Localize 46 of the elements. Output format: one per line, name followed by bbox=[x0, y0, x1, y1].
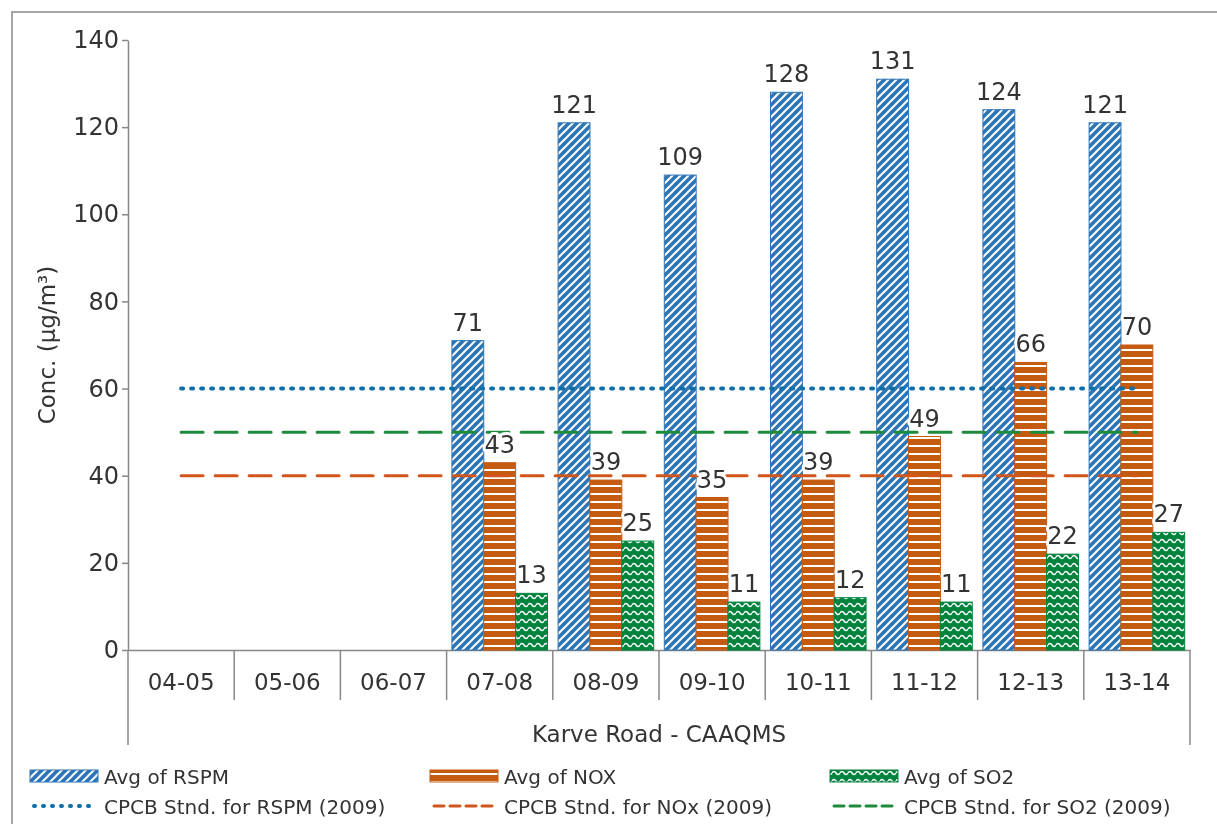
y-tick-label: 60 bbox=[88, 374, 119, 403]
legend-label: Avg of RSPM bbox=[104, 765, 229, 789]
data-label: 71 bbox=[452, 308, 484, 337]
data-label: 39 bbox=[590, 448, 622, 477]
x-axis-title: Karve Road - CAAQMS bbox=[531, 721, 787, 747]
x-tick-label: 13-14 bbox=[1103, 668, 1171, 695]
legend-label: Avg of SO2 bbox=[904, 765, 1015, 789]
y-tick-label: 140 bbox=[73, 26, 119, 55]
data-label: 121 bbox=[551, 90, 597, 119]
y-tick-label: 40 bbox=[88, 461, 119, 490]
x-tick-label: 10-11 bbox=[784, 668, 852, 695]
x-tick-label: 12-13 bbox=[997, 668, 1065, 695]
y-tick-label: 100 bbox=[73, 200, 119, 229]
y-tick-label: 0 bbox=[103, 636, 119, 665]
x-tick-label: 11-12 bbox=[891, 668, 958, 695]
y-axis-title: Conc. (µg/m³) bbox=[34, 265, 60, 425]
data-label: 25 bbox=[622, 509, 654, 538]
data-label: 11 bbox=[728, 570, 760, 599]
data-label: 121 bbox=[1082, 90, 1128, 119]
legend-label: CPCB Stnd. for SO2 (2009) bbox=[904, 795, 1171, 819]
x-tick-label: 08-09 bbox=[572, 668, 640, 695]
x-tick-label: 06-07 bbox=[360, 668, 427, 695]
legend-label: Avg of NOX bbox=[504, 765, 617, 789]
data-label: 128 bbox=[763, 60, 810, 89]
data-label: 13 bbox=[516, 561, 547, 590]
data-label: 11 bbox=[941, 570, 972, 599]
data-label: 22 bbox=[1047, 522, 1078, 551]
x-tick-label: 09-10 bbox=[678, 668, 746, 695]
data-label: 49 bbox=[909, 404, 940, 433]
legend-label: CPCB Stnd. for RSPM (2009) bbox=[104, 795, 386, 819]
data-label: 66 bbox=[1015, 330, 1046, 359]
y-tick-label: 80 bbox=[88, 287, 119, 316]
legend-label: CPCB Stnd. for NOx (2009) bbox=[504, 795, 772, 819]
data-label: 109 bbox=[657, 143, 704, 172]
x-tick-label: 04-05 bbox=[147, 668, 215, 695]
data-label: 43 bbox=[484, 430, 515, 459]
y-tick-label: 20 bbox=[88, 549, 119, 578]
x-tick-label: 05-06 bbox=[253, 668, 321, 695]
data-label: 124 bbox=[975, 77, 1022, 106]
y-tick-label: 120 bbox=[73, 113, 119, 142]
data-label: 12 bbox=[834, 565, 866, 594]
data-label: 131 bbox=[869, 47, 916, 76]
data-label: 27 bbox=[1153, 500, 1185, 529]
data-label: 39 bbox=[803, 448, 834, 477]
data-label: 70 bbox=[1121, 313, 1153, 341]
x-tick-label: 07-08 bbox=[466, 668, 534, 695]
